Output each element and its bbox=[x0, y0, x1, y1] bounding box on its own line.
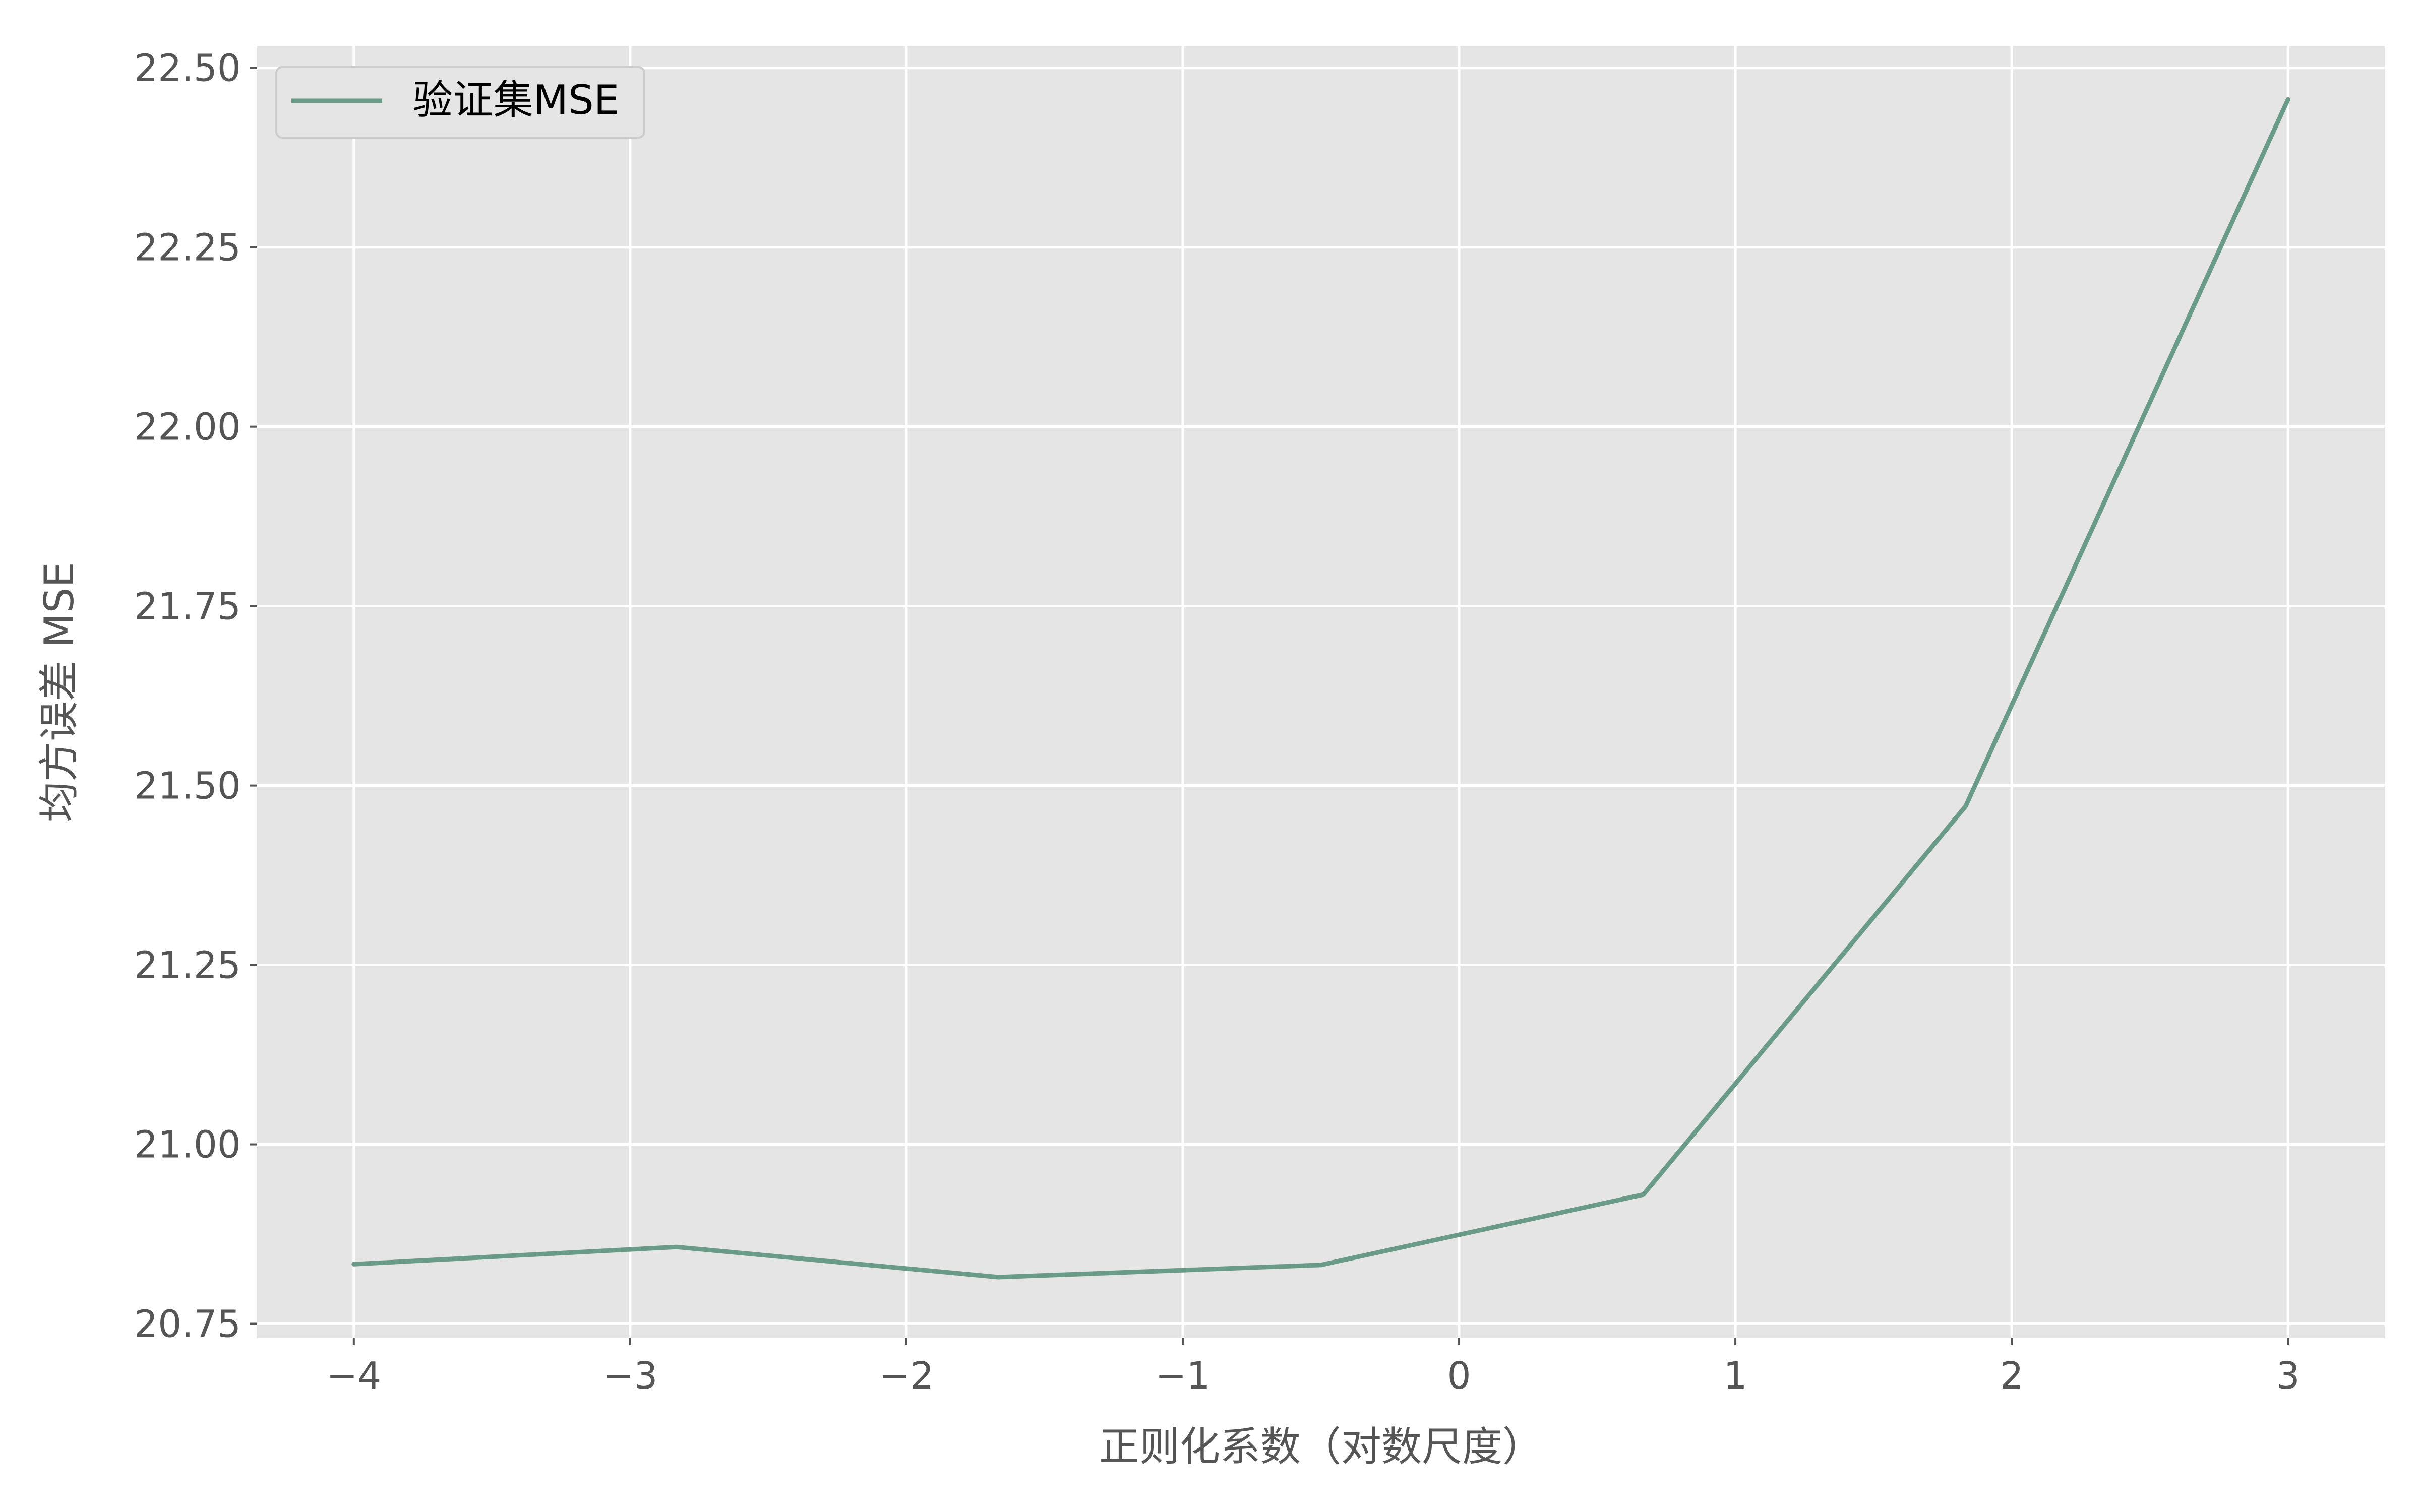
x-tick-label: 1 bbox=[1724, 1354, 1747, 1398]
x-tick-label: −1 bbox=[1155, 1354, 1210, 1398]
y-tick-label: 22.25 bbox=[134, 226, 241, 270]
x-axis-label: 正则化系数（对数尺度） bbox=[1099, 1423, 1543, 1470]
x-tick-label: 3 bbox=[2276, 1354, 2300, 1398]
y-tick-label: 22.00 bbox=[134, 406, 241, 449]
y-tick-label: 22.50 bbox=[134, 47, 241, 90]
x-tick-label: −4 bbox=[326, 1354, 381, 1398]
y-axis: 20.75 21.00 21.25 21.50 21.75 22.00 22.25 22.50 bbox=[134, 47, 257, 1346]
x-tick-label: −3 bbox=[602, 1354, 657, 1398]
legend-label: 验证集MSE bbox=[412, 77, 619, 123]
grid bbox=[257, 46, 2385, 1338]
x-tick-label: −2 bbox=[879, 1354, 934, 1398]
x-tick-label: 0 bbox=[1447, 1354, 1471, 1398]
legend-frame bbox=[275, 66, 645, 139]
x-axis: −4 −3 −2 −1 0 1 2 3 bbox=[326, 1338, 2300, 1398]
series-line bbox=[351, 97, 2290, 1280]
y-tick-label: 20.75 bbox=[134, 1303, 241, 1346]
plot-area bbox=[257, 46, 2385, 1338]
y-axis-label: 均方误差 MSE bbox=[36, 562, 83, 822]
x-tick-label: 2 bbox=[2000, 1354, 2024, 1398]
series-layer bbox=[351, 97, 2290, 1280]
legend: 验证集MSE bbox=[275, 66, 645, 139]
y-tick-label: 21.00 bbox=[134, 1123, 241, 1167]
y-tick-label: 21.75 bbox=[134, 585, 241, 628]
y-tick-label: 21.25 bbox=[134, 944, 241, 987]
y-tick-label: 21.50 bbox=[134, 765, 241, 808]
